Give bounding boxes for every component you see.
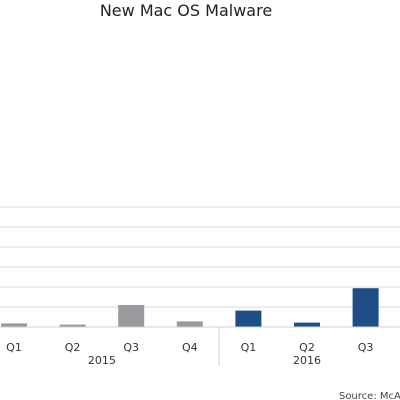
bars xyxy=(1,288,379,327)
x-tick-label-4: Q4 xyxy=(182,341,198,354)
bar-5 xyxy=(235,310,262,327)
x-axis: Q1 Q2 Q3 Q4 Q1 Q2 Q3 2015 2016 xyxy=(0,326,400,367)
x-tick-label-3: Q3 xyxy=(123,341,139,354)
bar-2 xyxy=(59,324,86,327)
x-tick-label-5: Q1 xyxy=(241,341,257,354)
bar-7 xyxy=(352,288,379,327)
x-tick-label-7: Q3 xyxy=(358,341,374,354)
x-tick-label-1: Q1 xyxy=(6,341,22,354)
year-group-label-2015: 2015 xyxy=(88,354,116,367)
gridlines xyxy=(0,206,400,308)
bar-4 xyxy=(176,321,203,327)
bar-6 xyxy=(294,322,320,327)
year-group-label-2016: 2016 xyxy=(293,354,321,367)
x-tick-label-2: Q2 xyxy=(65,341,81,354)
source-note: Source: McAf xyxy=(339,391,400,400)
x-tick-label-6: Q2 xyxy=(299,341,315,354)
chart-title: New Mac OS Malware xyxy=(100,1,272,20)
bar-1 xyxy=(1,323,27,327)
bar-3 xyxy=(118,305,145,327)
